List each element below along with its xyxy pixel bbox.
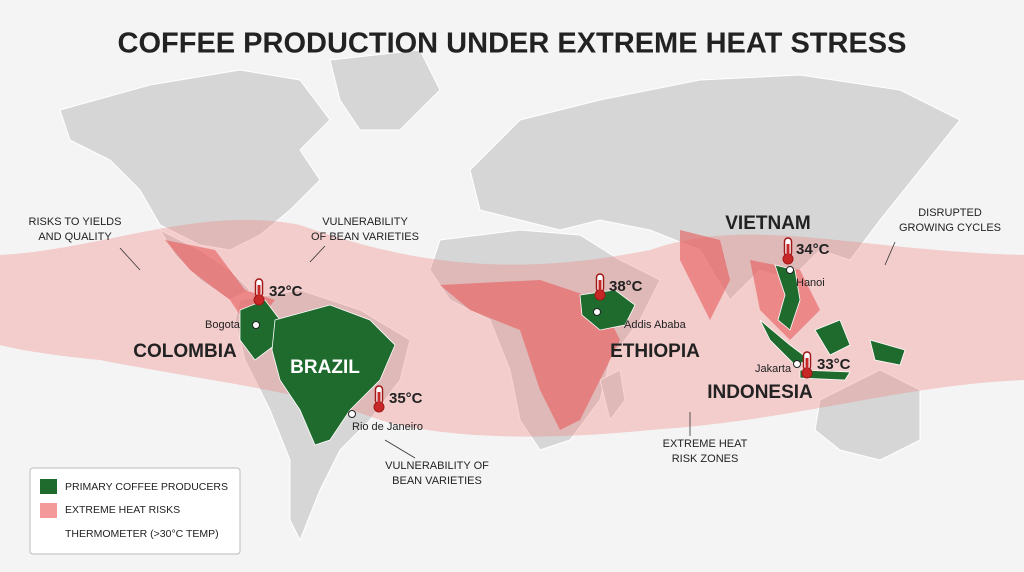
annotation: VULNERABILITY OF (385, 460, 489, 472)
leader-line (384, 439, 416, 459)
temperature: 34°C (796, 241, 830, 258)
temperature: 33°C (817, 356, 851, 373)
annotation: OF BEAN VARIETIES (311, 231, 419, 243)
annotation: AND QUALITY (38, 231, 112, 243)
leader-line (119, 247, 141, 271)
country-label: BRAZIL (290, 357, 360, 378)
country-label: ETHIOPIA (610, 341, 700, 362)
annotation: VULNERABILITY (322, 216, 408, 228)
country-label: INDONESIA (707, 382, 813, 403)
city-dots (252, 266, 801, 418)
city-label: Rio de Janeiro (352, 421, 423, 433)
annotation: RISKS TO YIELDS (29, 216, 122, 228)
country-label: COLOMBIA (133, 341, 237, 362)
city-label: Jakarta (755, 363, 792, 375)
annotation: BEAN VARIETIES (392, 475, 482, 487)
legend-label: EXTREME HEAT RISKS (65, 504, 180, 516)
annotations: RISKS TO YIELDS AND QUALITY VULNERABILITY O… (29, 207, 1002, 487)
thermometer (253, 278, 265, 306)
temperature: 38°C (609, 278, 643, 295)
thermometer (801, 351, 813, 379)
leader-line (309, 245, 326, 263)
city-label: Hanoi (796, 277, 825, 289)
leader-line (884, 241, 896, 266)
annotation: RISK ZONES (672, 453, 739, 465)
country-label: VIETNAM (725, 213, 811, 234)
thermometer (594, 273, 606, 301)
temperature: 35°C (389, 390, 423, 407)
temperature: 32°C (269, 283, 303, 300)
thermometer (782, 237, 794, 265)
annotation: GROWING CYCLES (899, 222, 1001, 234)
city-label: Bogota (205, 319, 241, 331)
city-label: Addis Ababa (624, 319, 687, 331)
annotation: DISRUPTED (918, 207, 982, 219)
legend-label: PRIMARY COFFEE PRODUCERS (65, 481, 228, 493)
title: COFFEE PRODUCTION UNDER EXTREME HEAT STR… (118, 28, 907, 60)
legend: PRIMARY COFFEE PRODUCERS EXTREME HEAT RI… (29, 467, 241, 555)
legend-label: THERMOMETER (>30°C TEMP) (65, 528, 219, 540)
coffee-producers (239, 264, 906, 446)
annotation: EXTREME HEAT (663, 438, 748, 450)
thermometer (373, 385, 385, 413)
